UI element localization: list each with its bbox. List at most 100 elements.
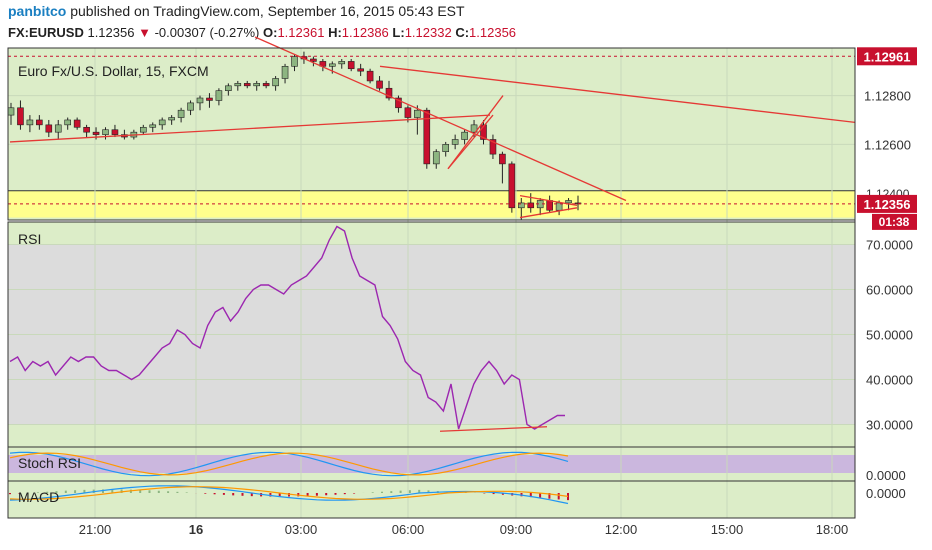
countdown-label: 01:38 [879,215,910,229]
candle-body [225,85,232,91]
candle-body [442,144,450,152]
macd-pane-bg [8,481,855,518]
candle-body [262,83,270,87]
open-label: O: [263,25,278,40]
candle-body [451,139,459,145]
candle-body [102,129,109,135]
stoch-tick-label: 0.0000 [866,468,906,483]
chart-title: Euro Fx/U.S. Dollar, 15, FXCM [18,63,209,79]
rsi-tick-label: 60.0000 [866,283,913,298]
candle-body [215,90,223,101]
rsi-tick-label: 50.0000 [866,328,913,343]
candle-body [508,163,516,209]
support-zone [8,190,855,218]
candle-body [291,56,298,67]
channel-line-low [447,114,494,170]
high-value: 1.12386 [341,25,389,40]
x-tick-label: 09:00 [500,522,533,537]
down-arrow-icon: ▼ [138,25,151,40]
candle-body [158,119,166,126]
high-price-badge [857,47,917,66]
macd-title: MACD [18,489,59,505]
candle-body [45,124,53,133]
candle-body [64,119,71,126]
candle-body [196,97,204,104]
x-tick-label: 12:00 [605,522,638,537]
candle-body [83,126,90,133]
triangle-top [519,194,578,207]
candle-body [7,107,15,116]
candle-body [206,97,213,101]
candle-body [17,107,24,126]
falling-trendline [254,36,627,202]
symbol-label[interactable]: FX:EURUSD [8,25,84,40]
channel-line-up [447,95,504,170]
rsi-title: RSI [18,231,41,247]
candle-body [489,139,497,155]
candle-body [281,65,289,79]
candle-body [480,124,487,140]
candle-body [517,202,525,209]
candle-body [376,80,383,89]
candle-body [328,63,336,67]
stoch-band [8,455,855,473]
close-value: 1.12356 [469,25,517,40]
candle-body [149,124,157,128]
symbol-line: FX:EURUSD 1.12356 ▼ -0.00307 (-0.27%) O:… [8,25,516,40]
candle-body [168,117,175,121]
candle-body [565,200,572,204]
candle-body [432,151,440,165]
candle-body [414,109,421,118]
x-tick-label: 06:00 [392,522,425,537]
rsi-line [9,225,565,430]
rsi-tick-label: 30.0000 [866,418,913,433]
candle-body [272,78,279,87]
candle-body [187,102,194,111]
high-label: H: [328,25,342,40]
author-link[interactable]: panbitco [8,3,67,19]
candle-body [140,126,147,133]
x-tick-label: 21:00 [79,522,112,537]
candle-body [546,200,553,211]
candle-body [54,124,62,133]
rsi-support-line [439,426,548,432]
candle-body [527,202,535,209]
x-tick-label: 16 [189,522,203,537]
current-price-label: 1.12356 [864,197,911,212]
macd-signal-line [9,486,569,500]
close-label: C: [455,25,470,40]
current-price-badge [857,194,917,213]
candle-body [26,119,34,126]
triangle-bottom [519,207,578,219]
candle-body [404,107,412,118]
high-price-label: 1.12961 [864,49,911,64]
candle-body [385,87,393,99]
macd-tick-label: 0.0000 [866,486,906,501]
x-tick-label: 18:00 [816,522,849,537]
low-label: L: [392,25,405,40]
candle-body [357,68,364,72]
candle-body [499,153,506,165]
countdown-badge [872,213,917,230]
change-value: -0.00307 (-0.27%) [154,25,260,40]
open-value: 1.12361 [277,25,325,40]
candle-body [111,129,119,135]
price-tick-label: 1.12800 [864,89,911,104]
candle-body [423,109,431,165]
published-text: published on TradingView.com, September … [70,3,465,19]
candle-body [338,61,346,65]
candle-body [177,109,185,118]
publish-line: panbitco published on TradingView.com, S… [8,3,465,19]
candle-body [234,83,242,87]
candle-body [243,83,251,87]
candle-body [92,131,100,135]
candle-body [253,83,260,87]
rsi-tick-label: 40.0000 [866,373,913,388]
candle-body [347,61,355,70]
x-tick-label: 15:00 [711,522,744,537]
upper-resistance-line [379,65,856,124]
candle-body [366,70,374,82]
x-tick-label: 03:00 [285,522,318,537]
price-tick-label: 1.12600 [864,137,911,152]
